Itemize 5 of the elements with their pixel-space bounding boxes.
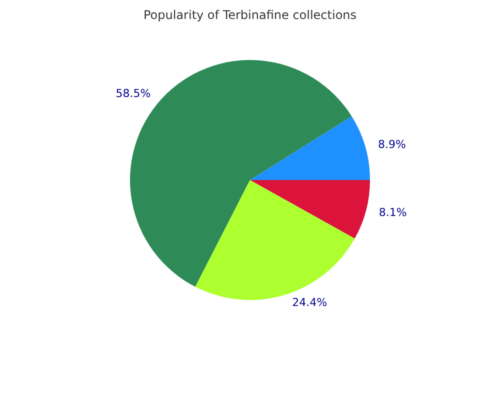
data-label: 8.1%: [378, 206, 407, 219]
data-label: 8.9%: [378, 138, 406, 152]
data-label: 58.5%: [116, 86, 151, 100]
data-label: 24.4%: [292, 296, 328, 310]
chart-title: Popularity of Terbinafine collections: [143, 8, 357, 22]
